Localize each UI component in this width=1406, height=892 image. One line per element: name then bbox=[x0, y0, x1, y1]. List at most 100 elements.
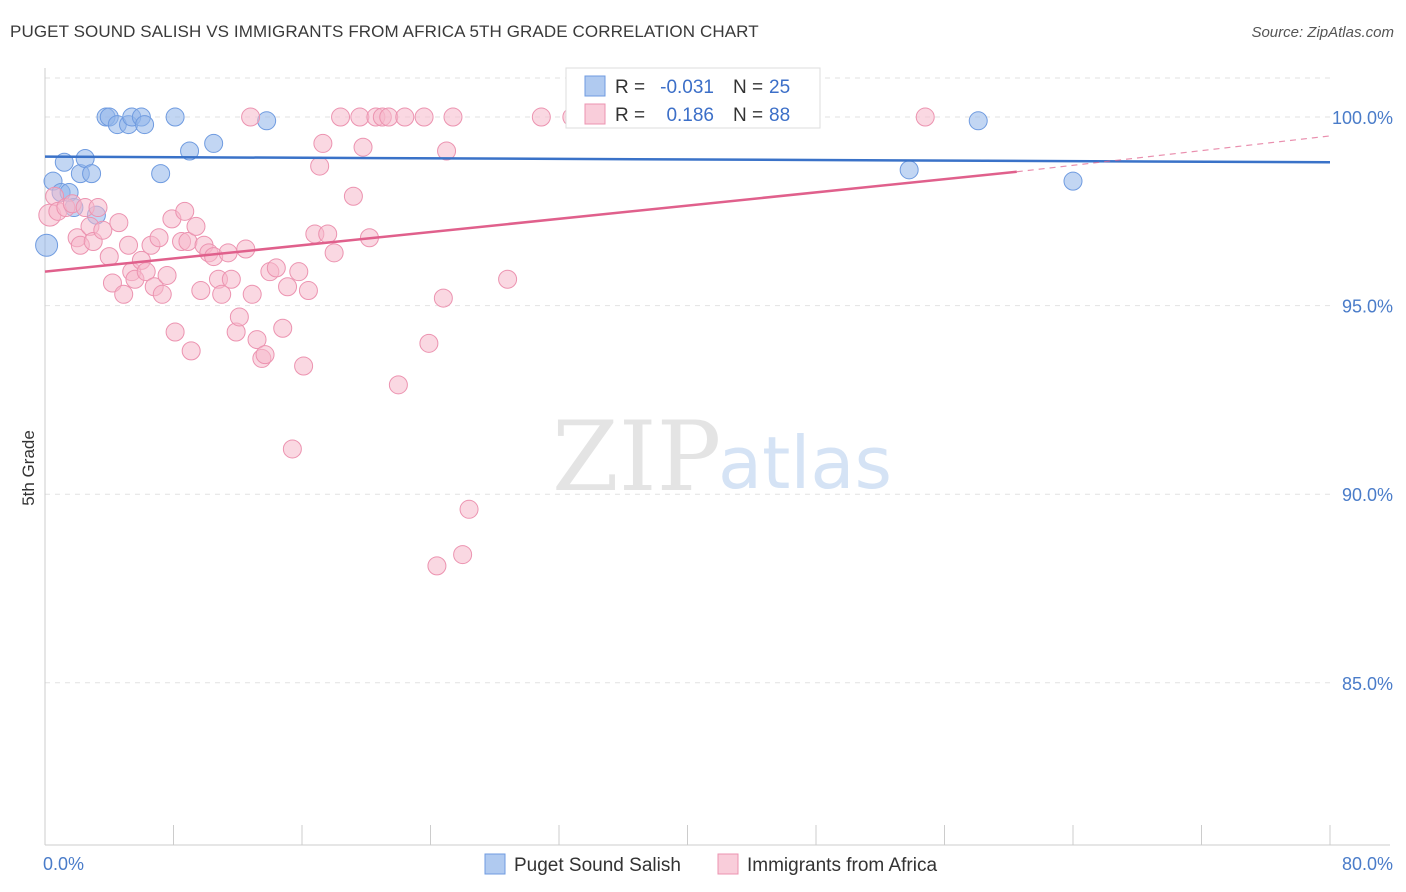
y-tick-label: 95.0% bbox=[1342, 297, 1393, 317]
series-legend-swatch bbox=[484, 853, 506, 875]
salish-point bbox=[257, 111, 277, 131]
stats-legend-swatch bbox=[584, 75, 606, 97]
africa-point bbox=[229, 307, 249, 327]
africa-point bbox=[282, 439, 302, 459]
africa-point bbox=[331, 107, 351, 127]
africa-point bbox=[114, 284, 134, 304]
africa-point bbox=[443, 107, 463, 127]
watermark-atlas: atlas bbox=[718, 421, 892, 505]
africa-point bbox=[212, 284, 232, 304]
africa-point bbox=[136, 262, 156, 282]
y-axis-label: 5th Grade bbox=[19, 430, 38, 506]
x-tick-labels: 0.0% 80.0% bbox=[43, 854, 1393, 874]
africa-point bbox=[915, 107, 935, 127]
watermark: ZIP atlas bbox=[552, 401, 892, 513]
stats-legend-box bbox=[565, 67, 821, 129]
africa-point bbox=[278, 277, 298, 297]
africa-point bbox=[498, 269, 518, 289]
africa-point bbox=[273, 318, 293, 338]
r-label: R = bbox=[615, 105, 645, 126]
africa-point bbox=[181, 341, 201, 361]
africa-point bbox=[298, 281, 318, 301]
grid-lines bbox=[45, 77, 1330, 684]
africa-point bbox=[236, 239, 256, 259]
n-value: 25 bbox=[769, 77, 790, 98]
n-value: 88 bbox=[769, 105, 790, 126]
africa-point bbox=[324, 243, 344, 263]
salish-point bbox=[151, 164, 171, 184]
africa-point bbox=[318, 224, 338, 244]
africa-point bbox=[152, 284, 172, 304]
africa-point bbox=[149, 228, 169, 248]
africa-trend-line bbox=[44, 170, 1017, 273]
africa-point bbox=[186, 216, 206, 236]
y-tick-label: 90.0% bbox=[1342, 485, 1393, 505]
africa-point bbox=[310, 156, 330, 176]
salish-point bbox=[968, 111, 988, 131]
africa-point bbox=[414, 107, 434, 127]
series-legend-label: Immigrants from Africa bbox=[747, 855, 937, 876]
r-value: 0.186 bbox=[666, 105, 714, 126]
africa-point bbox=[433, 288, 453, 308]
chart-title: PUGET SOUND SALISH VS IMMIGRANTS FROM AF… bbox=[10, 22, 759, 41]
africa-point bbox=[157, 265, 177, 285]
salish-point bbox=[82, 164, 102, 184]
x-tick-label: 0.0% bbox=[43, 854, 84, 874]
africa-point bbox=[221, 269, 241, 289]
africa-point bbox=[255, 345, 275, 365]
africa-point bbox=[99, 247, 119, 267]
africa-point bbox=[453, 545, 473, 565]
africa-point bbox=[531, 107, 551, 127]
watermark-zip: ZIP bbox=[552, 401, 721, 513]
africa-point bbox=[191, 281, 211, 301]
stats-legend: R = -0.031 N = 25 R = 0.186 N = 88 bbox=[565, 67, 821, 129]
africa-point bbox=[419, 333, 439, 353]
data-points bbox=[35, 107, 1083, 576]
n-label: N = bbox=[733, 105, 763, 126]
africa-point bbox=[165, 322, 185, 342]
salish-point bbox=[135, 115, 155, 135]
series-legend: Puget Sound Salish Immigrants from Africa bbox=[484, 853, 937, 876]
africa-point bbox=[388, 375, 408, 395]
africa-trend-extension bbox=[1016, 135, 1331, 173]
salish-point bbox=[1063, 171, 1083, 191]
africa-point bbox=[437, 141, 457, 161]
salish-trend-line bbox=[44, 155, 1331, 164]
africa-point bbox=[350, 107, 370, 127]
africa-point bbox=[175, 201, 195, 221]
africa-point bbox=[266, 258, 286, 278]
series-legend-swatch bbox=[717, 853, 739, 875]
salish-point bbox=[165, 107, 185, 127]
r-value: -0.031 bbox=[660, 77, 714, 98]
source-credit: Source: ZipAtlas.com bbox=[1251, 24, 1394, 41]
africa-point bbox=[289, 262, 309, 282]
africa-point bbox=[459, 499, 479, 519]
axes bbox=[44, 68, 1390, 846]
africa-point bbox=[119, 235, 139, 255]
africa-point bbox=[395, 107, 415, 127]
africa-point bbox=[247, 330, 267, 350]
trend-lines bbox=[44, 135, 1331, 273]
series-legend-label: Puget Sound Salish bbox=[514, 855, 681, 876]
y-tick-labels: 100.0% 95.0% 90.0% 85.0% bbox=[1332, 108, 1393, 694]
salish-point bbox=[180, 141, 200, 161]
africa-point bbox=[241, 107, 261, 127]
y-tick-label: 85.0% bbox=[1342, 674, 1393, 694]
salish-point bbox=[35, 233, 59, 257]
salish-point bbox=[899, 160, 919, 180]
africa-point bbox=[93, 220, 113, 240]
r-label: R = bbox=[615, 77, 645, 98]
africa-point bbox=[242, 284, 262, 304]
africa-point bbox=[294, 356, 314, 376]
stats-legend-swatch bbox=[584, 103, 606, 125]
africa-point bbox=[102, 273, 122, 293]
x-tick-label: 80.0% bbox=[1342, 854, 1393, 874]
africa-point bbox=[88, 198, 108, 218]
africa-point bbox=[109, 213, 129, 233]
africa-point bbox=[353, 137, 373, 157]
africa-point bbox=[427, 556, 447, 576]
y-tick-label: 100.0% bbox=[1332, 108, 1393, 128]
africa-point bbox=[343, 186, 363, 206]
salish-point bbox=[204, 133, 224, 153]
